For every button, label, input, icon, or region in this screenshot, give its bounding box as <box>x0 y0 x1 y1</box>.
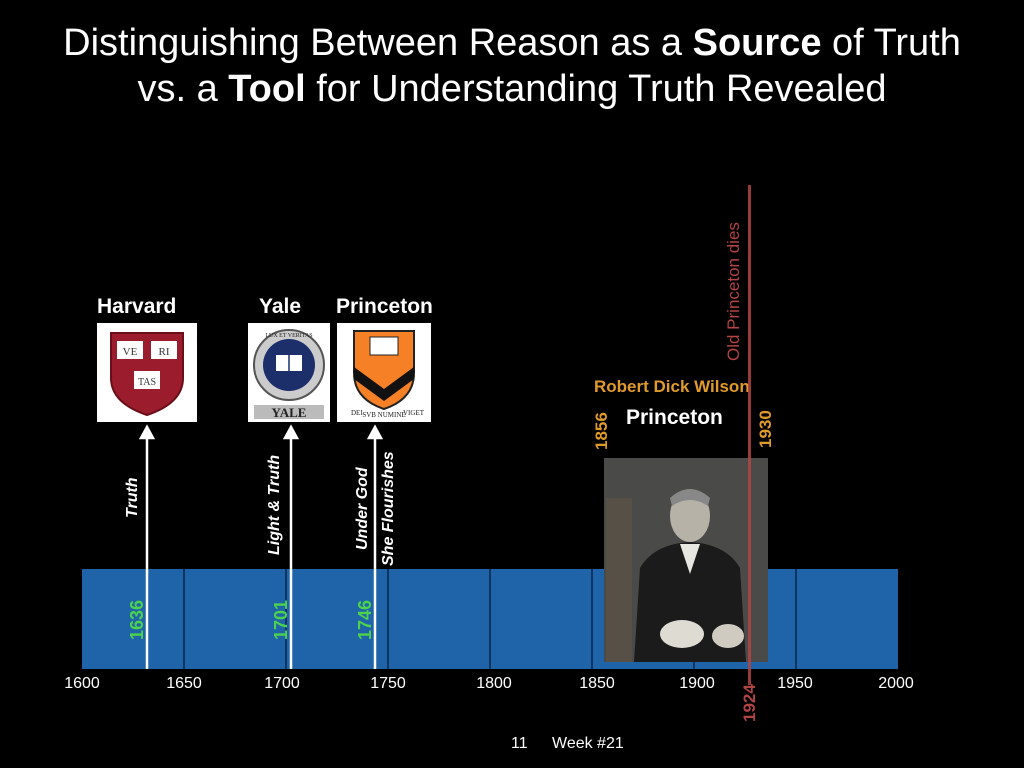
axis-tick-1950: 1950 <box>777 675 813 692</box>
axis-tick-1600: 1600 <box>64 675 100 692</box>
svg-text:TAS: TAS <box>138 377 156 388</box>
old-princeton-dies-line <box>748 185 751 685</box>
axis-tick-1650: 1650 <box>166 675 202 692</box>
wilson-birth-year: 1856 <box>592 412 611 450</box>
svg-text:YALE: YALE <box>272 405 307 420</box>
college-name-harvard: Harvard <box>97 295 177 318</box>
old-princeton-dies-label: Old Princeton dies <box>724 222 743 361</box>
title-line-1: Distinguishing Between Reason as a Sourc… <box>63 22 961 64</box>
college-name-princeton: Princeton <box>336 295 433 318</box>
axis-tick-1850: 1850 <box>579 675 615 692</box>
princeton-seal-logo: DEI SVB NUMINE VIGET <box>337 323 431 422</box>
wilson-death-year: 1930 <box>756 410 775 448</box>
old-princeton-dies-year: 1924 <box>740 684 759 722</box>
wilson-portrait-photo <box>604 458 768 662</box>
page-number: 11 <box>511 735 528 752</box>
yale-motto: Light & Truth <box>266 454 283 555</box>
college-name-yale: Yale <box>259 295 302 318</box>
axis-tick-1800: 1800 <box>476 675 512 692</box>
princeton-motto-line-1: Under God <box>354 467 371 550</box>
axis-tick-1700: 1700 <box>264 675 300 692</box>
harvard-motto: Truth <box>124 477 141 518</box>
axis-tick-1900: 1900 <box>679 675 715 692</box>
princeton-year: 1746 <box>355 599 375 640</box>
wilson-name: Robert Dick Wilson <box>594 377 750 396</box>
svg-text:SVB NUMINE: SVB NUMINE <box>362 411 405 419</box>
slide-title: Distinguishing Between Reason as a Sourc… <box>0 20 1024 112</box>
svg-text:LUX ET VERITAS: LUX ET VERITAS <box>265 333 312 339</box>
yale-year: 1701 <box>271 599 291 640</box>
princeton-motto-line-2: She Flourishes <box>380 451 397 566</box>
yale-seal-logo: LUX ET VERITAS YALE <box>248 323 330 422</box>
wilson-institution: Princeton <box>626 406 723 429</box>
harvard-year: 1636 <box>127 599 147 640</box>
svg-text:DEI: DEI <box>351 409 363 417</box>
harvard-seal-logo: VE RI TAS <box>97 323 197 422</box>
svg-text:VIGET: VIGET <box>403 409 425 417</box>
axis-tick-1750: 1750 <box>370 675 406 692</box>
week-label: Week #21 <box>552 735 624 752</box>
svg-text:RI: RI <box>159 346 170 358</box>
svg-text:VE: VE <box>123 346 138 358</box>
axis-tick-2000: 2000 <box>878 675 914 692</box>
title-line-2: vs. a Tool for Understanding Truth Revea… <box>137 68 887 110</box>
